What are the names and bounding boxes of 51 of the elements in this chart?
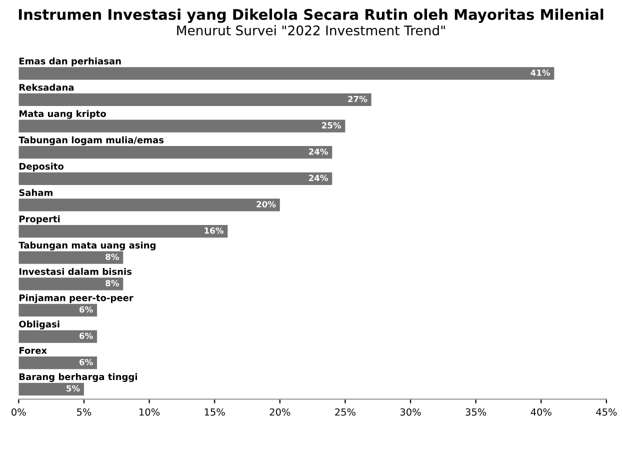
y-tick-label: Saham: [19, 189, 52, 196]
x-tick-label: 40%: [530, 408, 552, 416]
bar: [18, 67, 554, 80]
data-label: 5%: [66, 385, 80, 392]
data-label: 6%: [79, 332, 93, 339]
x-tick-label: 15%: [204, 408, 225, 416]
y-tick-label: Obligasi: [19, 320, 60, 330]
bar: [18, 120, 346, 132]
data-label: 6%: [79, 306, 93, 313]
data-label: 6%: [79, 358, 93, 366]
data-label: 8%: [106, 254, 119, 260]
data-label: 24%: [308, 174, 328, 182]
y-tick-label: Properti: [19, 215, 60, 224]
x-tick-label: 10%: [140, 408, 160, 416]
chart-title: Instrumen Investasi yang Dikelola Secara Rutin oleh Mayoritas Milenial: [18, 8, 604, 23]
y-tick-label: Pinjaman peer-to-peer: [19, 294, 134, 304]
y-tick-label: Deposito: [19, 162, 64, 172]
y-tick-label: Emas dan perhiasan: [19, 57, 121, 66]
y-tick-label: Investasi dalam bisnis: [19, 268, 132, 275]
bar: [18, 251, 124, 264]
bar: [18, 356, 98, 370]
data-label: 16%: [204, 227, 224, 234]
y-tick-label: Reksadana: [19, 84, 74, 91]
x-tick-label: 0%: [12, 408, 26, 416]
x-tick-label: 20%: [270, 408, 290, 416]
data-label: 27%: [348, 96, 368, 102]
x-tick-label: 5%: [77, 408, 92, 416]
bar: [18, 278, 124, 290]
bar: [18, 304, 98, 317]
bar: [18, 198, 280, 212]
bar: [18, 330, 98, 343]
x-tick-label: 30%: [400, 408, 421, 416]
chart-subtitle: Menurut Survei "2022 Investment Trend": [177, 25, 445, 36]
y-tick-label: Forex: [19, 347, 47, 354]
y-tick-label: Tabungan logam mulia/emas: [18, 136, 164, 146]
x-tick-label: 35%: [466, 408, 486, 416]
bar: [18, 382, 84, 396]
y-tick-label: Tabungan mata uang asing: [18, 242, 156, 250]
data-label: 20%: [256, 201, 276, 208]
bar: [18, 172, 332, 185]
data-label: 8%: [106, 280, 119, 286]
y-tick-label: Mata uang kripto: [19, 110, 106, 119]
data-label: 24%: [308, 148, 328, 155]
x-tick-label: 25%: [335, 408, 356, 416]
data-label: 41%: [530, 70, 550, 76]
bar: [18, 93, 372, 106]
x-tick-label: 45%: [596, 408, 617, 416]
bar: [18, 224, 228, 238]
bar: [18, 146, 332, 159]
data-label: 25%: [322, 122, 342, 128]
y-tick-label: Barang berharga tinggi: [19, 373, 138, 382]
